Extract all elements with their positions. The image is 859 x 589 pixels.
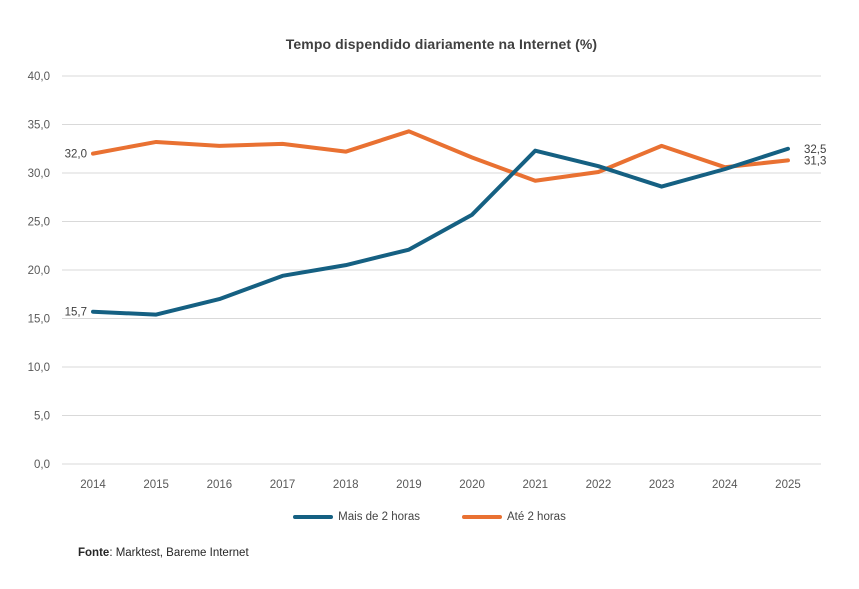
x-axis-tick-label: 2015 — [143, 479, 169, 491]
data-label-first: 32,0 — [65, 149, 87, 161]
y-axis-tick-label: 25,0 — [28, 217, 50, 229]
series-line-até-2-horas — [91, 129, 790, 183]
chart-title: Tempo dispendido diariamente na Internet… — [285, 36, 598, 52]
x-axis-tick-label: 2016 — [207, 479, 233, 491]
y-axis-tick-label: 40,0 — [28, 71, 50, 83]
x-axis-tick-label: 2024 — [712, 479, 738, 491]
x-axis-tick-label: 2017 — [270, 479, 296, 491]
source-note-text: : Marktest, Bareme Internet — [109, 547, 249, 559]
data-label-last: 31,3 — [804, 155, 826, 167]
legend-swatch-orange-line — [462, 515, 502, 519]
series-line-mais-de-2-horas — [91, 146, 790, 317]
x-axis-tick-label: 2023 — [649, 479, 675, 491]
y-axis-tick-label: 10,0 — [28, 362, 50, 374]
y-axis-tick-label: 30,0 — [28, 168, 50, 180]
x-axis-tick-label: 2019 — [396, 479, 422, 491]
x-axis-tick-label: 2014 — [80, 479, 106, 491]
x-axis-tick-label: 2022 — [586, 479, 612, 491]
x-axis-tick-label: 2025 — [775, 479, 801, 491]
y-axis-tick-label: 35,0 — [28, 120, 50, 132]
y-axis-tick-label: 5,0 — [34, 411, 50, 423]
data-label-last: 32,5 — [804, 144, 826, 156]
legend-swatch-blue-line — [293, 515, 334, 519]
legend-item-mais-de-2-horas: Mais de 2 horas — [293, 511, 420, 523]
x-axis-tick-label: 2020 — [459, 479, 485, 491]
y-axis-tick-label: 0,0 — [34, 459, 50, 471]
chart-legend: Mais de 2 horas Até 2 horas — [0, 511, 859, 523]
source-note: Fonte: Marktest, Bareme Internet — [78, 547, 249, 559]
x-axis-tick-label: 2021 — [522, 479, 548, 491]
source-note-label: Fonte — [78, 547, 110, 559]
legend-label-mais-de-2-horas: Mais de 2 horas — [338, 511, 420, 523]
x-axis-tick-label: 2018 — [333, 479, 359, 491]
y-axis-tick-label: 20,0 — [28, 265, 50, 277]
y-axis-tick-label: 15,0 — [28, 314, 50, 326]
legend-label-ate-2-horas: Até 2 horas — [507, 511, 566, 523]
legend-item-ate-2-horas: Até 2 horas — [462, 511, 566, 523]
data-label-first: 15,7 — [65, 307, 87, 319]
